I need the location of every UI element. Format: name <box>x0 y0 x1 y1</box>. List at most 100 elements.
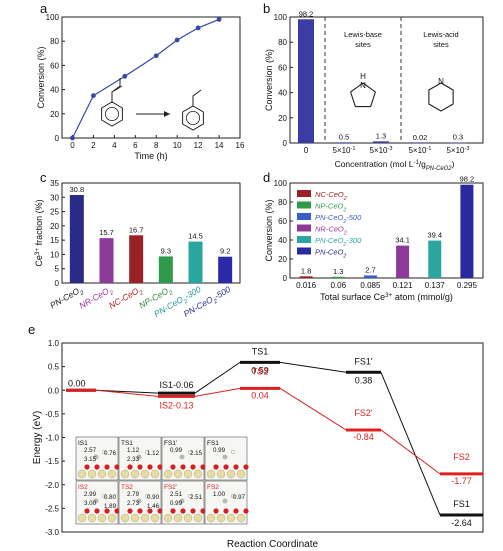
x-tick-label-a: 4 <box>112 141 117 150</box>
y-tick-label-a: 100 <box>46 13 60 22</box>
x-tick-label-b-part: 5×10 <box>332 146 351 155</box>
x-axis-label-d-part: atom (mmol/g) <box>392 292 453 302</box>
y-tick-label-c: 5 <box>55 265 60 274</box>
bar-c <box>218 256 233 283</box>
inset-state-name-e: FS1 <box>207 440 219 447</box>
x-tick-label-b: 5×10-3 <box>446 146 469 155</box>
o-atom-icon <box>157 508 163 514</box>
x-tick-label-c-part: 2 <box>212 298 219 306</box>
inset-distance-e: 0.99 <box>213 447 226 454</box>
bar-d <box>396 245 410 278</box>
bar-value-label-c: 9.2 <box>220 247 230 256</box>
legend-swatch-d <box>297 236 311 243</box>
inset-distance-e: 0.99 <box>170 447 183 454</box>
x-axis-label-d-part: 3+ <box>385 292 393 299</box>
o-atom-icon <box>233 508 239 514</box>
x-tick-label-c-part: -300 <box>183 284 203 301</box>
x-axis-label-a: Time (h) <box>134 151 167 161</box>
bar-value-label-c: 30.8 <box>70 185 85 194</box>
x-axis-label-d: Total surface Ce3+ atom (mmol/g) <box>320 292 453 303</box>
pyrrole-h-icon: H <box>360 72 366 81</box>
series-line-a <box>71 18 220 139</box>
y-axis-label-a: Conversion (%) <box>36 46 46 108</box>
panel-c: c 0 5 10 15 20 25 30 35 Ce3+ fraction (%) 30.8 PN-C… <box>34 170 241 319</box>
legend-label-d-part: 2 <box>342 242 346 248</box>
y-tick-label-c: 30 <box>50 193 59 202</box>
ce-atom-icon <box>236 469 246 479</box>
y-tick-label-b: 40 <box>278 89 287 98</box>
data-point-a <box>216 17 222 22</box>
c-atom-icon <box>93 454 99 460</box>
ce-atom-icon <box>236 513 246 523</box>
legend-label-d-part: NR-CeO <box>315 225 344 234</box>
energy-value-e: 0.04 <box>251 390 269 400</box>
bar-value-label-b: 1.3 <box>376 131 386 140</box>
y-tick-label-a: 80 <box>50 37 59 46</box>
ethylbenzene-ring-icon <box>182 105 204 131</box>
legend-label-d-part: 2 <box>342 208 346 214</box>
bar-value-label-b: 0.3 <box>453 133 463 142</box>
connector-line-e <box>279 361 347 373</box>
x-tick-label-b-part: -1 <box>427 146 432 152</box>
bar-b <box>450 142 466 144</box>
y-tick-label-e: -1.5 <box>45 457 59 466</box>
inset-state-name-e: TS2 <box>121 484 133 491</box>
o-atom-icon <box>213 508 219 514</box>
ce-atom-icon <box>77 469 87 479</box>
state-name-e: FS2' <box>354 408 373 418</box>
x-tick-label-b: 5×10-1 <box>332 146 355 155</box>
connector-line-e <box>380 372 441 516</box>
bar-value-label-d: 39.4 <box>427 231 442 240</box>
energy-value-e: -0.84 <box>353 432 374 442</box>
legend-swatch-d <box>297 201 311 209</box>
ce-atom-icon <box>206 513 216 523</box>
o-atom-icon <box>147 464 153 470</box>
panel-label-c: c <box>40 170 47 185</box>
o-atom-icon <box>223 508 229 514</box>
x-tick-label-b-part: 5×10 <box>446 146 465 155</box>
ce-atom-icon <box>120 513 130 523</box>
data-point-a <box>174 37 180 43</box>
inset-distance-e: 0.99 <box>170 500 183 507</box>
group-label-b: Lewis-base <box>344 30 382 39</box>
ethylbenzene-ring-icon-ring <box>185 111 200 126</box>
x-tick-label-b-part: 5×10 <box>369 146 388 155</box>
x-tick-label-d: 0.137 <box>425 281 446 290</box>
inset-distance-e: 1.00 <box>213 491 226 498</box>
inset-distance-e: 0.80 <box>104 494 117 501</box>
x-axis-label-b-part: PN-CeO2 <box>426 166 452 172</box>
ce-atom-icon <box>163 469 173 479</box>
x-tick-label-b-part: 0 <box>304 146 309 155</box>
energy-value-e: -1.77 <box>451 476 472 486</box>
bar-b <box>298 19 314 144</box>
legend-swatch-d <box>297 224 311 232</box>
o-atom-icon <box>200 464 206 470</box>
connector-line-e <box>380 429 441 475</box>
c-atom-icon <box>222 454 228 460</box>
state-label-e: IS1-0.06 <box>159 380 193 390</box>
x-axis-label-b-part: /g <box>419 159 426 169</box>
c-atom-icon <box>93 498 99 504</box>
y-tick-label-e: -2.5 <box>45 504 59 513</box>
inset-distance-e: 2.51 <box>170 491 183 498</box>
legend-label-d: NR-CeO2 <box>315 225 347 237</box>
o-atom-icon <box>94 464 100 470</box>
double-bond-icon <box>113 85 123 92</box>
ce-atom-icon <box>140 513 150 523</box>
ce-atom-icon <box>97 513 107 523</box>
bar-value-label-d: 1.3 <box>333 267 343 276</box>
bar-b <box>412 142 428 144</box>
y-tick-label-d: 20 <box>278 255 287 264</box>
x-tick-label-a: 6 <box>133 141 138 150</box>
y-tick-label-b: 20 <box>278 114 287 123</box>
plot-frame-c <box>61 182 241 284</box>
bar-d <box>460 184 474 278</box>
x-tick-label-a: 14 <box>215 141 224 150</box>
ce-atom-icon <box>77 513 87 523</box>
h-atom-icon <box>230 494 235 499</box>
y-tick-label-c: 15 <box>50 236 59 245</box>
y-tick-label-d: 40 <box>278 236 287 245</box>
c-atom-icon <box>136 454 142 460</box>
inset-distance-e: 3.15 <box>84 456 97 463</box>
